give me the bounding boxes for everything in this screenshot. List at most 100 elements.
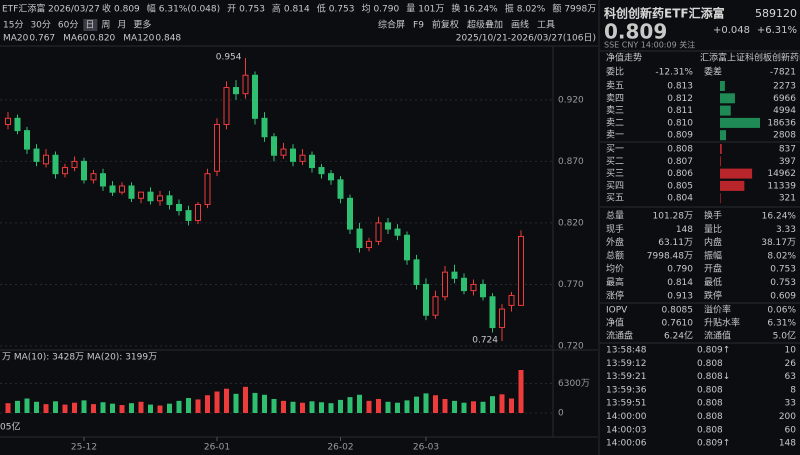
volume-bar xyxy=(186,398,191,413)
trade-price: 0.808 xyxy=(697,359,723,369)
stat-label: 外盘 xyxy=(606,236,624,248)
period-tab[interactable]: 60分 xyxy=(58,20,78,31)
candle-body xyxy=(81,160,87,181)
date: 2026/03/27 xyxy=(48,5,100,15)
book-label: 买一 xyxy=(606,144,624,155)
volume-bar xyxy=(499,394,505,413)
volume-bar xyxy=(442,398,448,413)
candle-body xyxy=(214,123,220,172)
quote-value: 7998万 xyxy=(564,5,596,15)
volume-bar xyxy=(490,396,495,413)
stat-value: 63.11万 xyxy=(658,238,693,248)
ma-value: 0.848 xyxy=(155,34,181,44)
stat-value: 6.31% xyxy=(767,319,796,329)
candle-body xyxy=(204,173,211,205)
stat-label: 溢价率 xyxy=(704,304,731,316)
ma-value: 0.820 xyxy=(90,34,116,44)
period-tab[interactable]: 月 xyxy=(117,20,126,31)
candle-body xyxy=(508,295,515,306)
volume-bar xyxy=(24,398,30,413)
stat-label: 最高 xyxy=(606,276,624,288)
candle-body xyxy=(499,308,505,329)
book-volume: 321 xyxy=(779,194,796,204)
stat-label: 现手 xyxy=(606,223,624,235)
book-label: 卖三 xyxy=(606,105,624,116)
volume-bar xyxy=(404,400,410,413)
tool-button[interactable]: 工具 xyxy=(537,20,555,31)
tool-button[interactable]: 综合屏 xyxy=(378,19,405,31)
volume-bar xyxy=(176,400,182,413)
candle-body xyxy=(176,203,182,212)
panel-price: 0.809 xyxy=(604,20,667,44)
volume-bar xyxy=(110,403,115,413)
volume-bar xyxy=(224,388,229,413)
y-tick-label: 0.870 xyxy=(558,157,584,167)
trade-price: 0.808 xyxy=(697,425,723,435)
period-tab[interactable]: 15分 xyxy=(3,20,23,31)
book-bar xyxy=(720,168,753,179)
book-price: 0.808 xyxy=(667,145,693,155)
x-tick-label: 26-02 xyxy=(327,443,353,453)
tool-button[interactable]: 超级叠加 xyxy=(467,19,503,31)
book-bar xyxy=(720,193,721,204)
period-tab[interactable]: 日 xyxy=(85,20,94,31)
trade-time: 14:00:06 xyxy=(606,439,647,449)
candle-body xyxy=(62,167,68,175)
candle-body xyxy=(71,160,78,169)
tool-button[interactable]: 前复权 xyxy=(432,19,459,31)
tool-button[interactable]: F9 xyxy=(413,21,424,31)
quote-label: 量 xyxy=(406,4,415,15)
book-bar xyxy=(720,180,745,191)
candle-body xyxy=(432,296,439,316)
stat-label: 换手 xyxy=(704,210,722,222)
stat-value: 7998.48万 xyxy=(647,251,693,261)
trade-volume: 148 xyxy=(779,439,796,449)
footer-label: 05亿 xyxy=(0,421,20,433)
trade-price: 0.808 xyxy=(697,399,723,409)
candle-body xyxy=(413,259,420,285)
stat-label: 总量 xyxy=(606,210,624,222)
volume-bar xyxy=(271,398,277,413)
book-label: 卖一 xyxy=(606,130,624,141)
trade-time: 14:00:03 xyxy=(606,425,646,435)
candle-body xyxy=(100,173,106,187)
trade-price: 0.809↑ xyxy=(697,439,730,449)
book-volume: 2273 xyxy=(773,82,796,92)
quote-value: 0.814 xyxy=(284,5,310,15)
volume-bar xyxy=(148,404,153,413)
volume-bar xyxy=(15,400,20,413)
book-price: 0.809 xyxy=(667,131,693,141)
volume-bar xyxy=(376,398,381,413)
volume-bar xyxy=(34,401,39,413)
volume-bar xyxy=(243,386,248,413)
book-label: 买五 xyxy=(606,193,624,204)
period-tab[interactable]: 周 xyxy=(101,20,110,31)
stat-value: 5.0亿 xyxy=(773,330,796,342)
quote-label: 开 xyxy=(227,4,236,15)
ratio-label: 委差 xyxy=(704,66,722,78)
y-tick-label: 0.920 xyxy=(558,95,584,105)
tool-button[interactable]: 画线 xyxy=(511,19,529,31)
quote-value: 0.790 xyxy=(373,5,399,15)
book-bar xyxy=(720,156,721,167)
trade-price: 0.808 xyxy=(697,385,723,395)
candle-body xyxy=(451,271,458,279)
trade-time: 13:58:48 xyxy=(606,346,647,356)
volume-bar xyxy=(233,393,239,413)
y-tick-label: 0.720 xyxy=(558,342,584,352)
candle-body xyxy=(356,228,363,249)
book-bar xyxy=(720,105,731,116)
candle-body xyxy=(394,228,401,236)
quote-label: 幅 xyxy=(147,3,156,15)
volume-bar xyxy=(328,403,334,413)
period-tab[interactable]: 更多 xyxy=(133,19,151,31)
candle-body xyxy=(442,271,448,298)
book-label: 买二 xyxy=(606,156,624,167)
period-tab[interactable]: 30分 xyxy=(30,20,50,31)
trade-volume: 26 xyxy=(785,359,797,369)
tab-active xyxy=(83,19,98,31)
book-price: 0.812 xyxy=(667,94,693,104)
candle-body xyxy=(157,195,163,202)
